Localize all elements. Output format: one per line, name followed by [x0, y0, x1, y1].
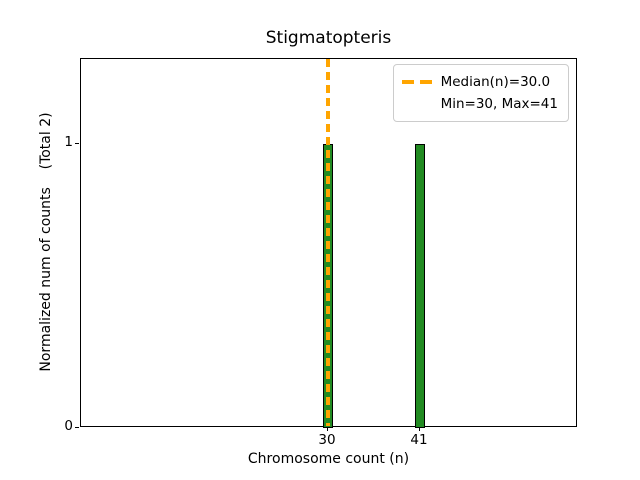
x-tick-mark — [419, 427, 421, 431]
y-axis-label: Normalized num of counts (Total 2) — [38, 112, 54, 372]
legend-row-median: Median(n)=30.0 — [401, 71, 558, 93]
bar-n41 — [415, 144, 425, 428]
legend-minmax-label: Min=30, Max=41 — [440, 96, 558, 112]
x-axis-label: Chromosome count (n) — [247, 451, 410, 467]
plot-area: Median(n)=30.0 Min=30, Max=41 — [80, 58, 577, 428]
legend-median-label: Median(n)=30.0 — [440, 74, 551, 90]
y-tick-label: 0 — [64, 418, 73, 434]
x-tick-mark — [327, 427, 329, 431]
legend: Median(n)=30.0 Min=30, Max=41 — [392, 64, 569, 122]
chart-title: Stigmatopteris — [265, 28, 392, 48]
legend-empty-swatch — [402, 102, 432, 106]
x-tick-label: 41 — [410, 432, 428, 448]
y-tick-mark — [75, 143, 79, 145]
median-dash-swatch-icon — [401, 80, 432, 84]
y-tick-mark — [75, 427, 79, 429]
median-line — [326, 59, 330, 426]
legend-row-minmax: Min=30, Max=41 — [402, 93, 558, 115]
x-tick-label: 30 — [318, 432, 336, 448]
y-tick-label: 1 — [64, 134, 73, 150]
